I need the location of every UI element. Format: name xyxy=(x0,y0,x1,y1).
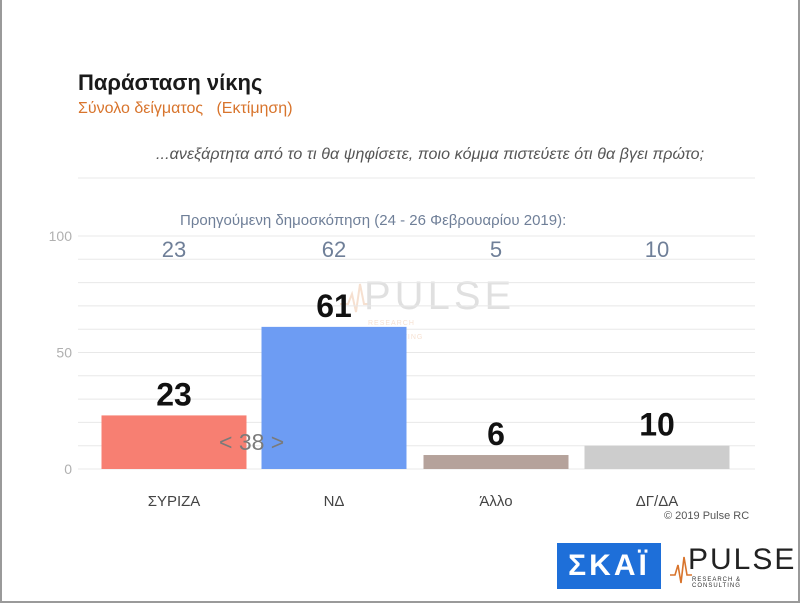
pulse-logo: PULSE RESEARCH & CONSULTING xyxy=(670,543,794,589)
data-label: 61 xyxy=(316,288,352,324)
previous-value: 23 xyxy=(162,237,186,262)
copyright-text: © 2019 Pulse RC xyxy=(664,510,750,522)
y-tick-label: 0 xyxy=(64,461,72,477)
watermark-text: PULSE xyxy=(364,274,516,318)
y-tick-label: 100 xyxy=(49,228,73,244)
data-label: 23 xyxy=(156,376,192,412)
skai-logo: ΣΚΑΪ xyxy=(557,543,661,589)
watermark-wave-icon xyxy=(340,283,370,313)
data-label: 10 xyxy=(639,407,675,443)
survey-question: ...ανεξάρτητα από το τι θα ψηφίσετε, ποι… xyxy=(156,146,705,163)
pulse-wave-icon xyxy=(670,556,692,584)
category-label: ΔΓ/ΔΑ xyxy=(636,493,678,510)
data-label: 6 xyxy=(487,416,505,452)
previous-poll-label: Προηγούμενη δημοσκόπηση (24 - 26 Φεβρουα… xyxy=(180,212,567,229)
y-tick-label: 50 xyxy=(56,345,72,361)
previous-value: 62 xyxy=(322,237,346,262)
bar-1 xyxy=(101,415,247,469)
pulse-logo-text: PULSE xyxy=(688,543,797,576)
bar-4 xyxy=(584,445,730,469)
pulse-logo-tag: RESEARCH & CONSULTING xyxy=(692,577,742,589)
skai-logo-text: ΣΚΑΪ xyxy=(568,549,650,582)
bar-2 xyxy=(261,326,407,469)
previous-value: 10 xyxy=(645,237,669,262)
category-label: ΣΥΡΙΖΑ xyxy=(148,493,201,510)
previous-value: 5 xyxy=(490,237,502,262)
chart-subtitle: Σύνολο δείγματος (Εκτίμηση) xyxy=(78,100,293,117)
chart-title: Παράσταση νίκης xyxy=(78,70,263,95)
bar-3 xyxy=(423,455,569,469)
gap-label: < 38 > xyxy=(219,429,285,455)
pulse-watermark: PULSE RESEARCH & CONSULTING xyxy=(340,274,511,341)
category-label: ΝΔ xyxy=(324,493,345,510)
category-label: Άλλο xyxy=(479,493,512,510)
